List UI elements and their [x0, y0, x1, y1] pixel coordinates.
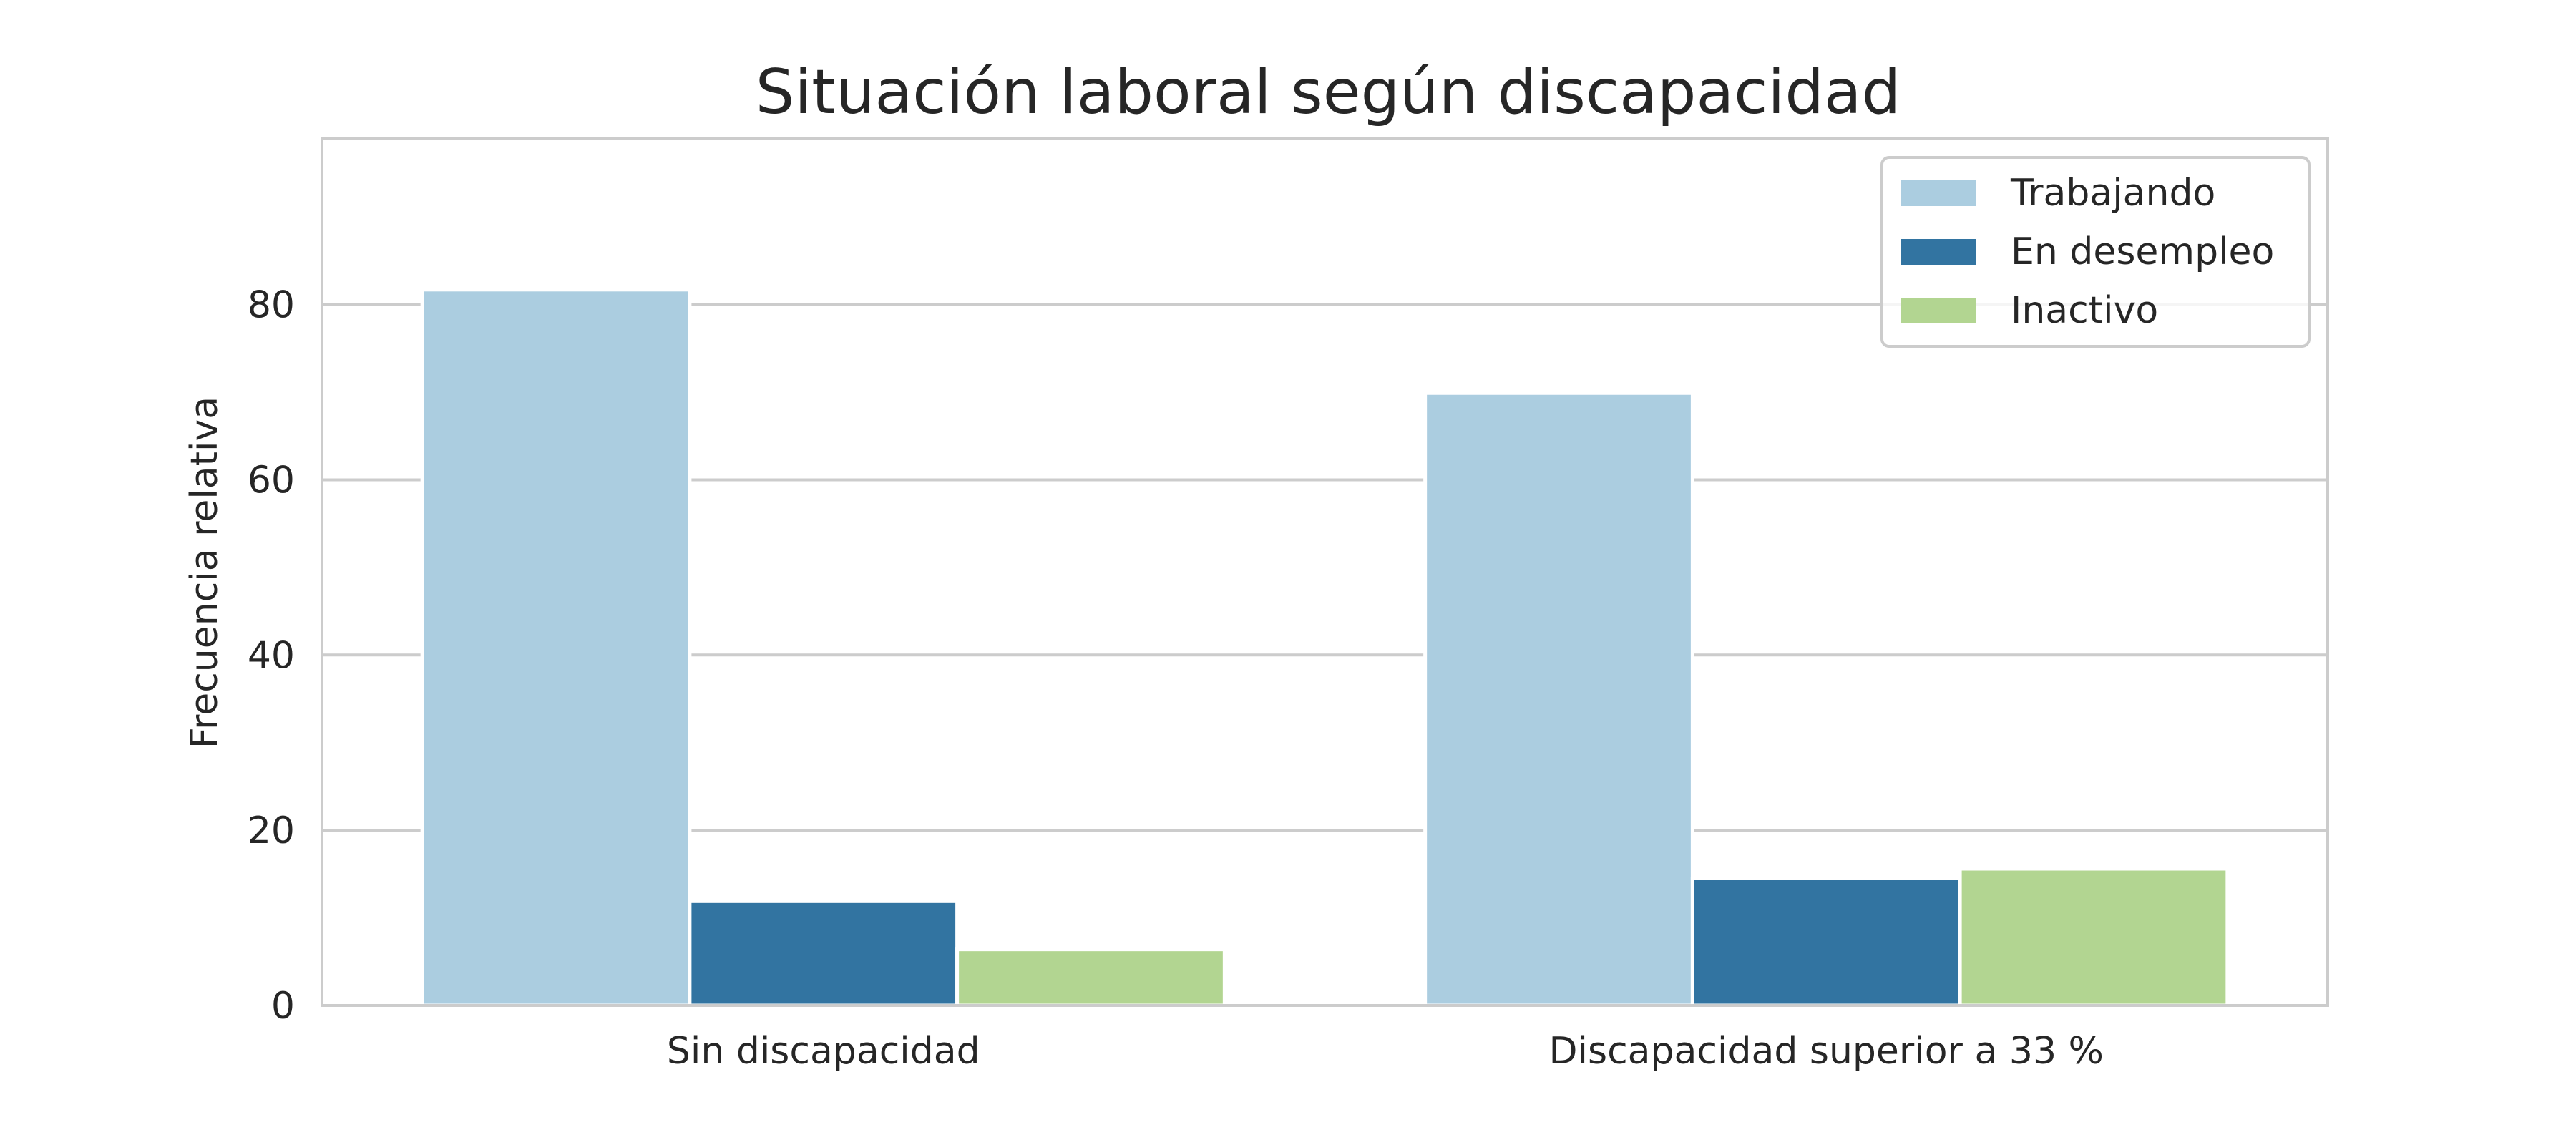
legend-label: Inactivo: [2011, 289, 2158, 332]
x-tick-label: Discapacidad superior a 33 %: [1549, 1030, 2104, 1073]
bar-inactivo: [955, 947, 1226, 1008]
y-tick-label: 0: [271, 985, 295, 1028]
bar-trabajando: [420, 288, 692, 1008]
x-tick-label: Sin discapacidad: [667, 1030, 980, 1073]
bar-en-desempleo: [688, 899, 960, 1008]
y-axis-label: Frecuencia relativa: [183, 396, 226, 749]
legend-swatch: [1901, 239, 1976, 265]
legend-label: Trabajando: [2010, 172, 2215, 215]
legend-box: [1880, 156, 2311, 348]
x-axis: Sin discapacidad Discapacidad superior a …: [667, 1030, 2104, 1073]
bar-en-desempleo: [1690, 876, 1962, 1008]
y-axis: 0 20 40 60 80: [248, 284, 295, 1028]
legend-swatch: [1901, 298, 1976, 323]
legend-swatch: [1901, 180, 1976, 206]
y-tick-label: 60: [248, 459, 295, 502]
bars: [420, 288, 2230, 1008]
legend-label: En desempleo: [2011, 230, 2274, 273]
chart-title: Situación laboral según discapacidad: [756, 57, 1901, 128]
bar-inactivo: [1958, 867, 2230, 1008]
plot-frame: [321, 137, 2329, 1007]
y-tick-label: 40: [248, 634, 295, 677]
y-tick-label: 80: [248, 284, 295, 327]
bar-trabajando: [1423, 391, 1694, 1008]
y-tick-label: 20: [248, 809, 295, 852]
legend: Trabajando En desempleo Inactivo: [1880, 156, 2311, 348]
